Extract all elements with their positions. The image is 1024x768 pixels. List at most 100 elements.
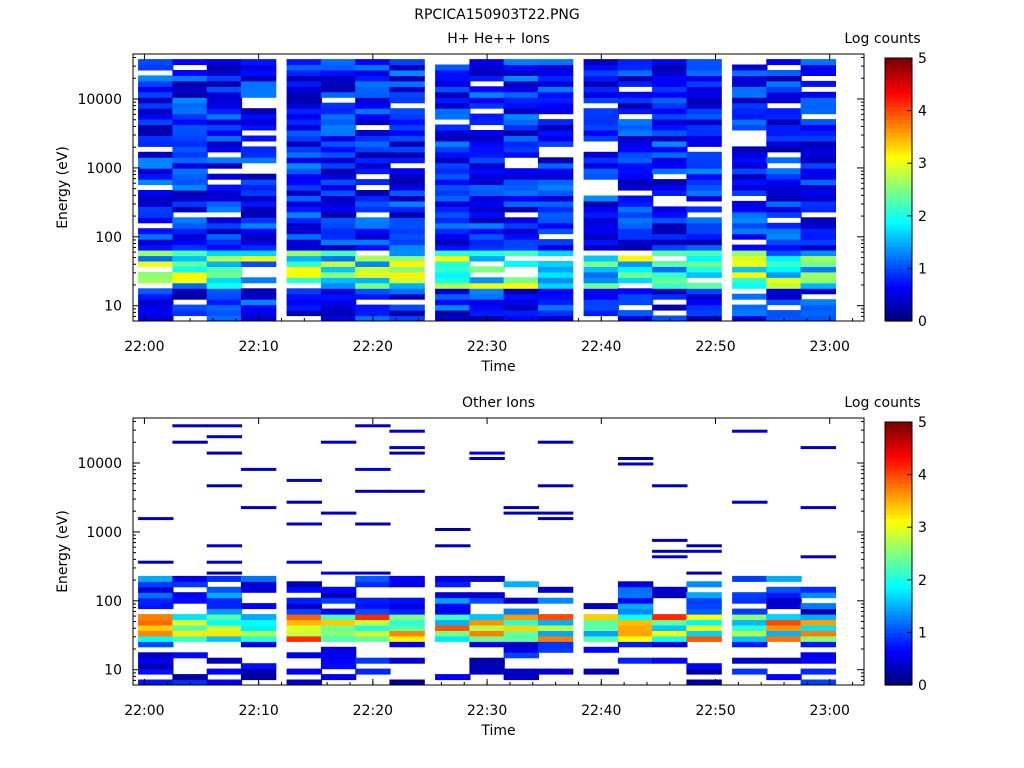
heatmap-cell: [435, 179, 471, 186]
heatmap-cell: [206, 424, 243, 428]
heatmap-cell: [172, 424, 208, 428]
heatmap-cell: [469, 140, 505, 147]
heatmap-cell: [389, 288, 425, 295]
heatmap-cell: [652, 304, 688, 311]
heatmap-cell: [652, 293, 688, 300]
colorbar-swatch: [885, 123, 912, 129]
heatmap-cell: [617, 277, 654, 284]
heatmap-cell: [206, 184, 243, 191]
heatmap-cell: [537, 184, 574, 191]
heatmap-cell: [320, 64, 357, 71]
heatmap-cell: [286, 293, 322, 300]
heatmap-cell: [537, 282, 574, 289]
heatmap-cell: [583, 282, 619, 289]
heatmap-cell: [138, 206, 174, 213]
heatmap-cell: [172, 130, 208, 136]
heatmap-cell: [583, 630, 619, 637]
heatmap-cell: [469, 200, 505, 207]
colorbar-swatch: [885, 307, 912, 313]
heatmap-cell: [732, 222, 768, 229]
heatmap-cell: [686, 304, 722, 311]
heatmap-cell: [686, 293, 722, 300]
heatmap-cell: [503, 222, 539, 229]
heatmap-cell: [652, 91, 688, 98]
heatmap-cell: [537, 310, 574, 317]
heatmap-cell: [320, 288, 357, 295]
colorbar-swatch: [885, 114, 912, 120]
heatmap-cell: [732, 261, 768, 267]
heatmap-cell: [583, 200, 619, 207]
heatmap-cell: [435, 608, 471, 615]
heatmap-cell: [320, 250, 357, 257]
heatmap-cell: [537, 80, 574, 87]
heatmap-cell: [172, 75, 208, 82]
heatmap-cell: [537, 277, 574, 284]
heatmap-cell: [355, 603, 391, 610]
heatmap-cell: [320, 195, 357, 202]
heatmap-cell: [766, 299, 802, 306]
heatmap-cell: [286, 86, 322, 93]
heatmap-cell: [469, 657, 505, 664]
heatmap-cell: [766, 222, 802, 229]
heatmap-cell: [286, 277, 322, 284]
heatmap-cell: [686, 299, 722, 306]
heatmap-cell: [537, 244, 574, 251]
heatmap-cell: [286, 119, 322, 126]
heatmap-cell: [435, 108, 471, 115]
colorbar-swatch: [885, 531, 912, 537]
heatmap-cell: [138, 625, 174, 631]
heatmap-cell: [172, 597, 208, 604]
heatmap-cell: [766, 124, 802, 131]
heatmap-cell: [583, 75, 619, 82]
heatmap-cell: [652, 190, 688, 196]
heatmap-cell: [138, 517, 174, 521]
heatmap-cell: [138, 91, 174, 98]
heatmap-cell: [389, 261, 425, 267]
heatmap-cell: [320, 200, 357, 207]
heatmap-cell: [503, 506, 539, 510]
heatmap-cell: [435, 75, 471, 82]
heatmap-cell: [800, 162, 836, 169]
heatmap-cell: [435, 261, 471, 267]
x-axis-label: Time: [480, 723, 515, 739]
heatmap-cell: [240, 135, 277, 142]
heatmap-cell: [240, 625, 277, 631]
heatmap-cell: [732, 70, 768, 76]
heatmap-cell: [652, 217, 688, 224]
heatmap-cell: [537, 135, 574, 142]
heatmap-cell: [583, 80, 619, 87]
y-tick-label: 100: [95, 230, 122, 246]
heatmap-cell: [240, 244, 277, 251]
heatmap-cell: [686, 59, 722, 66]
x-tick-label: 23:00: [810, 339, 850, 355]
colorbar-swatch: [885, 645, 912, 651]
heatmap-cell: [435, 250, 471, 257]
heatmap-cell: [469, 86, 505, 93]
heatmap-cell: [583, 255, 619, 262]
heatmap-cell: [240, 668, 277, 675]
colorbar-frame: [884, 57, 913, 322]
heatmap-cell: [469, 239, 505, 246]
heatmap-cell: [469, 597, 505, 604]
heatmap-cell: [138, 130, 174, 136]
heatmap-cell: [732, 168, 768, 175]
heatmap-cell: [800, 102, 836, 109]
colorbar-swatch: [885, 509, 912, 515]
heatmap-cell: [355, 217, 391, 224]
heatmap-cell: [766, 135, 802, 142]
heatmap-cell: [686, 222, 722, 229]
heatmap-cell: [206, 157, 243, 164]
heatmap-cell: [320, 130, 357, 136]
heatmap-cell: [138, 679, 174, 686]
heatmap-cell: [172, 162, 208, 169]
heatmap-cell: [320, 630, 357, 637]
colorbar-swatch: [885, 619, 912, 625]
heatmap-cell: [389, 97, 425, 104]
heatmap-cell: [537, 641, 574, 648]
colorbar-swatch: [885, 228, 912, 234]
heatmap-cell: [138, 233, 174, 240]
heatmap-cell: [617, 173, 654, 180]
heatmap-cell: [240, 195, 277, 202]
heatmap-cell: [355, 222, 391, 229]
heatmap-cell: [686, 135, 722, 142]
